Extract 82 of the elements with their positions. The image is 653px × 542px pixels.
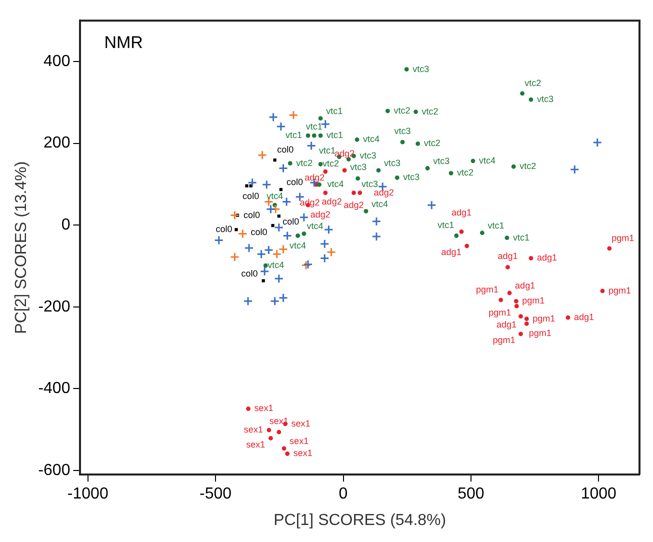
data-label: adg1 [498, 251, 518, 262]
y-tick-label: -200 [38, 298, 70, 316]
data-label: vtc1 [306, 122, 322, 132]
data-label: adg1 [451, 208, 472, 218]
data-label: adg2 [344, 200, 364, 210]
y-tick-label: -600 [38, 462, 70, 479]
data-label: vtc2 [296, 158, 313, 168]
data-label: pgm1 [492, 335, 516, 346]
data-label: vtc3 [403, 172, 420, 182]
data-label: vtc2 [424, 138, 440, 148]
data-label: pgm1 [488, 307, 512, 318]
data-label: col0 [282, 216, 300, 227]
data-label: adg1 [574, 312, 594, 322]
y-axis-title: PC[2] SCORES (13.4%) [13, 161, 30, 334]
data-label: sex1 [246, 439, 266, 450]
data-label: sex1 [293, 448, 312, 458]
data-label: vtc1 [488, 220, 504, 231]
data-label: vtc4 [290, 240, 306, 251]
data-label: vtc1 [326, 106, 343, 116]
data-label: adg1 [496, 320, 517, 330]
data-label: sex1 [254, 403, 274, 414]
data-label: vtc4 [363, 134, 380, 144]
data-label: vtc1 [512, 232, 530, 242]
x-tick-label: -500 [200, 486, 232, 503]
y-tick-label: -400 [38, 380, 70, 398]
data-label: adg1 [441, 247, 462, 258]
data-label: vtc3 [394, 126, 411, 136]
data-label: vtc2 [524, 78, 542, 88]
data-label: vtc4 [478, 155, 496, 166]
text: NMR [104, 32, 143, 52]
data-label: adg2 [374, 187, 394, 198]
data-label: vtc2 [457, 168, 474, 178]
data-label: vtc4 [266, 191, 284, 202]
x-tick-label: 1000 [580, 486, 617, 503]
data-label: pgm1 [608, 285, 631, 296]
data-label: col0 [242, 190, 260, 201]
data-label: col0 [244, 210, 260, 220]
data-label: pgm1 [528, 328, 552, 338]
data-label: adg2 [304, 172, 325, 182]
data-label: col0 [241, 268, 258, 278]
data-label: vtc3 [412, 64, 430, 74]
data-label: sex1 [291, 418, 310, 428]
x-tick-label: 500 [458, 486, 484, 503]
data-label: pgm1 [612, 232, 634, 243]
data-label: vtc1 [286, 130, 302, 140]
data-label: sex1 [290, 436, 309, 446]
data-label: adg1 [536, 252, 557, 263]
data-label: sex1 [244, 424, 263, 434]
y-tick-label: 200 [44, 134, 70, 152]
data-label: vtc2 [520, 161, 536, 172]
x-tick-label: 0 [338, 486, 348, 503]
data-label: col0 [286, 177, 304, 188]
data-label: vtc3 [536, 94, 554, 104]
y-tick-label: 400 [44, 52, 70, 70]
data-label: vtc2 [322, 158, 340, 169]
data-label: pgm1 [522, 296, 545, 306]
data-label: vtc2 [394, 105, 410, 116]
data-label: adg2 [334, 148, 355, 158]
data-label: vtc3 [350, 162, 367, 172]
data-label: vtc4 [306, 220, 324, 231]
data-label: vtc3 [360, 150, 376, 160]
data-label: vtc3 [433, 156, 450, 166]
data-label: adg2 [310, 210, 330, 220]
data-label: vtc1 [318, 145, 336, 156]
data-label: vtc3 [362, 178, 378, 189]
data-label: col0 [216, 224, 232, 234]
data-label: col0 [277, 144, 294, 155]
data-label: adg2 [322, 196, 342, 207]
data-label: vtc1 [326, 130, 344, 140]
data-label: vtc4 [372, 198, 388, 209]
data-label: adg1 [515, 280, 536, 291]
data-label: vtc1 [438, 220, 454, 230]
data-label: vtc4 [268, 260, 284, 270]
data-label: vtc3 [384, 158, 401, 168]
data-label: pgm1 [476, 284, 499, 294]
x-axis-title: PC[1] SCORES (54.8%) [274, 512, 446, 529]
x-tick-label: -1000 [67, 486, 108, 503]
y-tick-label: 0 [61, 216, 70, 234]
data-label: vtc4 [327, 179, 344, 190]
data-label: col0 [250, 226, 268, 237]
data-label: vtc2 [422, 106, 438, 116]
data-label: pgm1 [532, 313, 556, 324]
